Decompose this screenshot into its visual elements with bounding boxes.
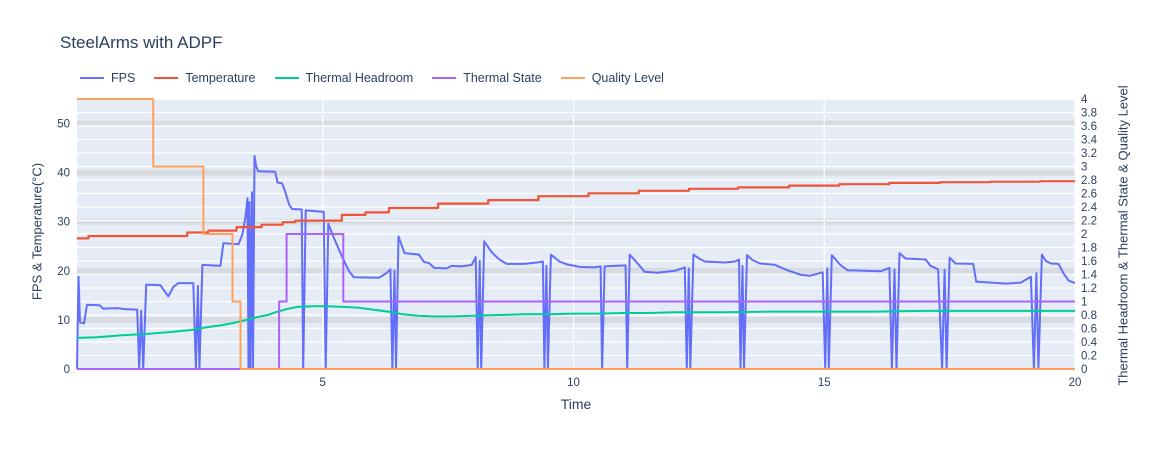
svg-text:0: 0 <box>64 364 70 376</box>
legend-swatch-temperature <box>154 77 179 79</box>
legend-swatch-thermal-state <box>432 77 457 79</box>
svg-text:1.4: 1.4 <box>1081 270 1098 282</box>
legend-label-thermal-headroom: Thermal Headroom <box>305 71 414 85</box>
svg-text:15: 15 <box>818 377 831 389</box>
svg-text:10: 10 <box>57 315 70 327</box>
legend-label-fps: FPS <box>111 71 136 85</box>
svg-text:0.2: 0.2 <box>1081 351 1097 363</box>
svg-text:0.8: 0.8 <box>1081 310 1097 322</box>
svg-text:4: 4 <box>1081 94 1088 106</box>
svg-text:2.4: 2.4 <box>1081 202 1098 214</box>
svg-text:5: 5 <box>320 377 326 389</box>
svg-text:3.4: 3.4 <box>1081 135 1098 147</box>
series-line <box>76 154 1076 370</box>
svg-text:1.2: 1.2 <box>1081 283 1097 295</box>
series-line <box>77 233 1075 370</box>
svg-text:40: 40 <box>57 168 70 180</box>
series-line <box>76 305 1075 339</box>
legend: FPS Temperature Thermal Headroom Thermal… <box>80 71 664 85</box>
svg-text:3.2: 3.2 <box>1081 148 1097 160</box>
legend-item-fps[interactable]: FPS <box>80 71 135 85</box>
x-axis-title: Time <box>560 396 592 412</box>
svg-text:3.6: 3.6 <box>1081 121 1097 133</box>
legend-label-quality-level: Quality Level <box>591 71 664 85</box>
svg-text:50: 50 <box>57 119 70 131</box>
svg-text:3: 3 <box>1081 162 1087 174</box>
svg-text:2.8: 2.8 <box>1081 175 1097 187</box>
svg-text:0.6: 0.6 <box>1081 324 1097 336</box>
chart-title: SteelArms with ADPF <box>60 33 223 52</box>
svg-text:2.6: 2.6 <box>1081 189 1097 201</box>
y-axis-left-title: FPS & Temperature(°C) <box>29 162 45 301</box>
legend-swatch-quality-level <box>560 77 585 79</box>
series-line <box>77 98 1075 370</box>
legend-label-thermal-state: Thermal State <box>463 71 542 85</box>
series-line <box>77 180 1075 240</box>
y-axis-right-title: Thermal Headroom & Thermal State & Quali… <box>1115 85 1131 386</box>
svg-text:10: 10 <box>567 377 580 389</box>
svg-text:30: 30 <box>57 217 70 229</box>
legend-swatch-thermal-headroom <box>274 77 299 79</box>
svg-text:3.8: 3.8 <box>1081 108 1097 120</box>
legend-label-temperature: Temperature <box>185 71 256 85</box>
legend-item-thermal-state[interactable]: Thermal State <box>432 71 542 85</box>
svg-text:0: 0 <box>1081 364 1087 376</box>
svg-text:20: 20 <box>57 266 70 278</box>
svg-text:2.2: 2.2 <box>1081 216 1097 228</box>
legend-item-temperature[interactable]: Temperature <box>154 71 256 85</box>
svg-text:1: 1 <box>1081 297 1087 309</box>
svg-text:20: 20 <box>1069 377 1082 389</box>
svg-text:1.6: 1.6 <box>1081 256 1097 268</box>
svg-text:2: 2 <box>1081 229 1087 241</box>
legend-swatch-fps <box>80 77 104 79</box>
svg-text:1.8: 1.8 <box>1081 243 1097 255</box>
svg-text:0.4: 0.4 <box>1081 337 1098 349</box>
legend-item-quality-level[interactable]: Quality Level <box>560 71 664 85</box>
legend-item-thermal-headroom[interactable]: Thermal Headroom <box>274 71 414 85</box>
